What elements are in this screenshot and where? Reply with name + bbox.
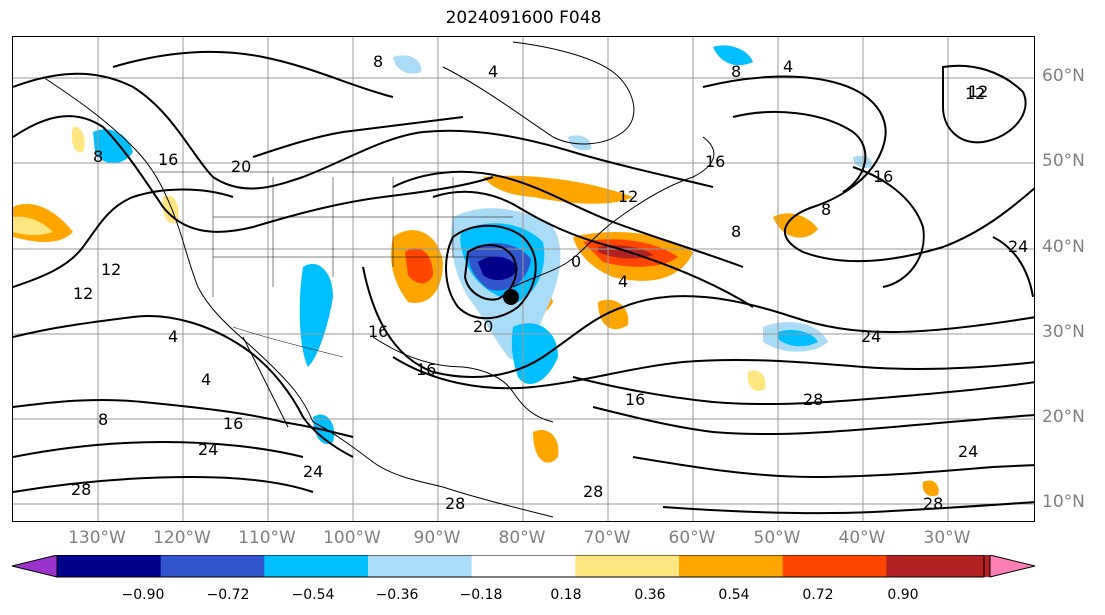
- contour-label: 0: [571, 252, 581, 271]
- colorbar-tick: −0.54: [291, 587, 335, 603]
- contour-label: 12: [965, 84, 985, 103]
- contour-label: 24: [303, 462, 323, 481]
- contour-label: 24: [1008, 237, 1028, 256]
- contour-label: 12: [101, 260, 121, 279]
- lon-label: 30°W: [923, 528, 971, 548]
- contour-label: 16: [873, 167, 893, 186]
- contour-label: 28: [803, 390, 823, 409]
- lon-label: 110°W: [238, 528, 296, 548]
- contour-labels: 8 4 4 12 8 8 16 20 16 12 8 16 12 8 0 4 2…: [71, 52, 1028, 513]
- colorbar-segments: [11, 555, 1036, 578]
- contour-label: 4: [783, 57, 793, 76]
- contour-label: 4: [488, 62, 498, 81]
- contour-label: 8: [93, 147, 103, 166]
- map-canvas: 8 4 4 12 8 8 16 20 16 12 8 16 12 8 0 4 2…: [13, 37, 1034, 521]
- contour-label: 16: [705, 152, 725, 171]
- lat-label: 60°N: [1042, 66, 1085, 86]
- lon-label: 40°W: [838, 528, 886, 548]
- colorbar: [11, 555, 1036, 578]
- contour-label: 28: [445, 494, 465, 513]
- colorbar-segment: [264, 555, 369, 577]
- colorbar-tick: −0.36: [375, 587, 419, 603]
- contour-label: 16: [416, 360, 436, 379]
- lon-label: 80°W: [498, 528, 546, 548]
- lat-label: 40°N: [1042, 237, 1085, 257]
- colorbar-tick: 0.36: [634, 587, 666, 603]
- lat-label: 30°N: [1042, 322, 1085, 342]
- contour-label: 16: [223, 414, 243, 433]
- contour-label: 12: [73, 284, 93, 303]
- contour-label: 16: [158, 150, 178, 169]
- contour-label: 12: [968, 82, 988, 101]
- political-borders: [153, 171, 513, 358]
- height-contours: [13, 50, 1034, 515]
- lon-label: 130°W: [68, 528, 126, 548]
- colorbar-segment: [368, 555, 473, 577]
- contour-label: 24: [198, 440, 218, 459]
- colorbar-segment: [471, 555, 576, 577]
- contour-label: 24: [958, 442, 978, 461]
- contour-label: 16: [625, 390, 645, 409]
- colorbar-segment: [679, 555, 784, 577]
- contour-label: 28: [71, 480, 91, 499]
- lat-label: 50°N: [1042, 151, 1085, 171]
- lon-label: 70°W: [583, 528, 631, 548]
- colorbar-segment: [575, 555, 680, 577]
- contour-label: 24: [861, 327, 881, 346]
- contour-label: 8: [373, 52, 383, 71]
- contour-label: 4: [618, 272, 628, 291]
- colorbar-tick: −0.72: [206, 587, 250, 603]
- colorbar-tick: −0.18: [459, 587, 503, 603]
- lat-label: 10°N: [1042, 492, 1085, 512]
- graticule: [13, 37, 1034, 521]
- colorbar-tick: 0.18: [550, 587, 582, 603]
- colorbar-arrow-left: [11, 555, 58, 578]
- colorbar-tick: −0.90: [121, 587, 165, 603]
- contour-label: 8: [821, 200, 831, 219]
- colorbar-segment: [160, 555, 265, 577]
- contour-label: 4: [201, 370, 211, 389]
- colorbar-tick: 0.54: [718, 587, 750, 603]
- colorbar-tick: 0.90: [887, 587, 919, 603]
- contour-label: 20: [231, 157, 251, 176]
- colorbar-segment: [782, 555, 887, 577]
- lon-label: 60°W: [668, 528, 716, 548]
- lon-label: 120°W: [153, 528, 211, 548]
- contour-label: 20: [473, 317, 493, 336]
- contour-label: 4: [168, 327, 178, 346]
- colorbar-tick: 0.72: [802, 587, 834, 603]
- colorbar-segment: [886, 555, 991, 577]
- contour-label: 28: [923, 494, 943, 513]
- coastlines: [42, 41, 715, 518]
- storm-center-marker: [503, 289, 519, 305]
- map-panel: 8 4 4 12 8 8 16 20 16 12 8 16 12 8 0 4 2…: [12, 36, 1035, 522]
- contour-label: 8: [731, 222, 741, 241]
- contour-label: 28: [583, 482, 603, 501]
- map-title: 2024091600 F048: [445, 8, 602, 28]
- lat-label: 20°N: [1042, 407, 1085, 427]
- contour-label: 12: [618, 187, 638, 206]
- contour-label: 8: [731, 62, 741, 81]
- contour-label: 8: [98, 410, 108, 429]
- lon-label: 90°W: [413, 528, 461, 548]
- colorbar-segment: [57, 555, 162, 577]
- lon-label: 50°W: [753, 528, 801, 548]
- colorbar-arrow-right: [989, 555, 1036, 578]
- contour-label: 16: [368, 322, 388, 341]
- lon-label: 100°W: [323, 528, 381, 548]
